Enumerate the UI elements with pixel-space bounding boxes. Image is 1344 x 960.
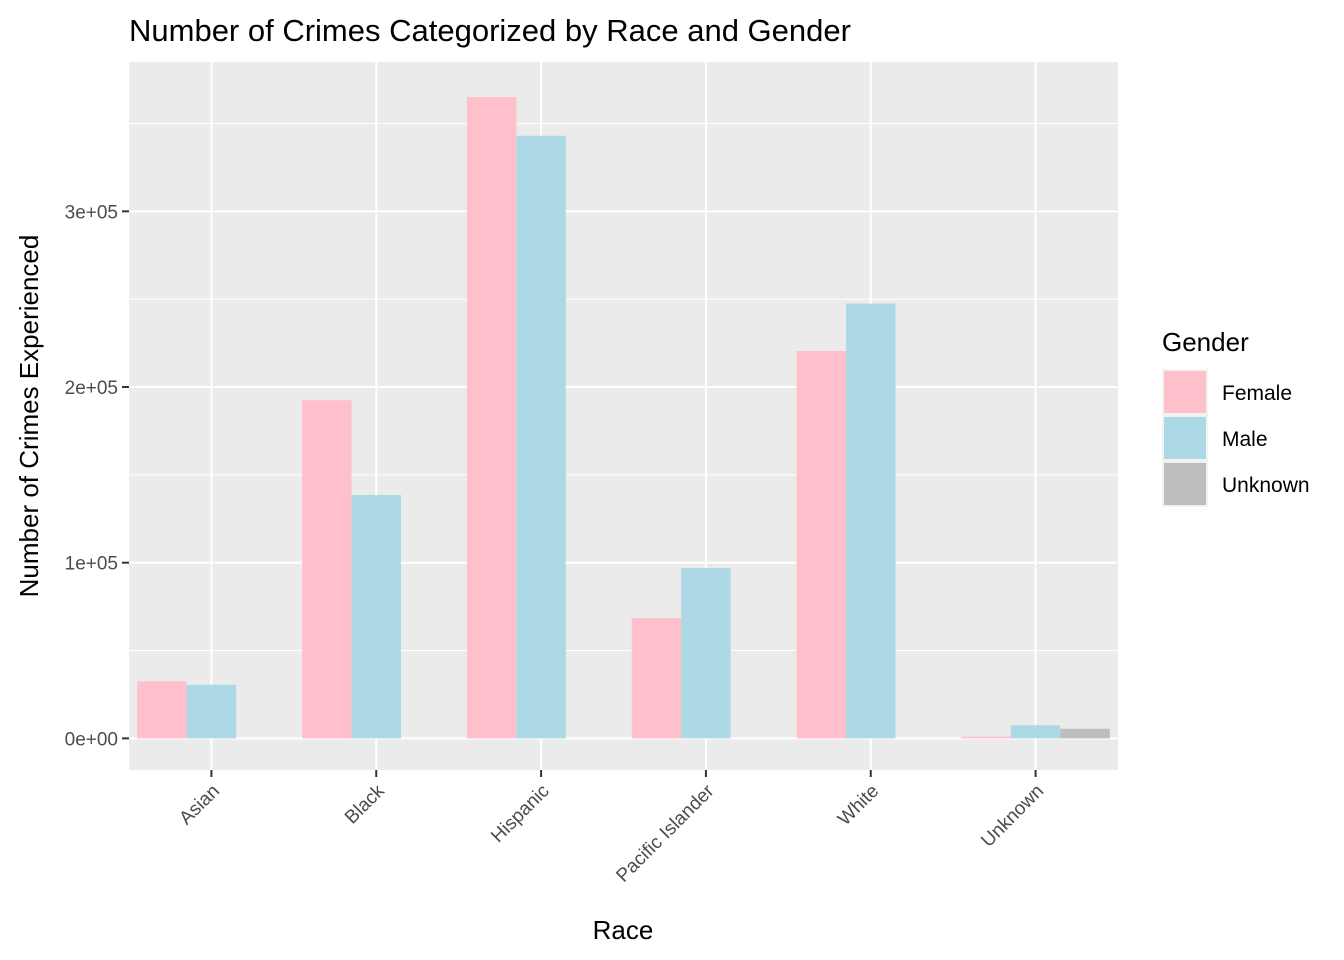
legend-items: Female Male Unknown — [1162, 369, 1310, 507]
legend-label-male: Male — [1222, 428, 1268, 451]
chart-title: Number of Crimes Categorized by Race and… — [129, 13, 851, 48]
bar-female-white — [796, 350, 847, 739]
bar-male-hispanic — [516, 135, 566, 739]
legend-title: Gender — [1162, 327, 1249, 357]
x-axis-title: Race — [593, 915, 654, 945]
bar-male-asian — [186, 684, 237, 739]
y-tick-label: 3e+05 — [65, 202, 118, 223]
legend-label-female: Female — [1222, 382, 1292, 405]
bars — [137, 97, 1110, 739]
bar-male-black — [351, 495, 401, 739]
x-tick-label: White — [834, 781, 883, 830]
x-axis: Asian Black Hispanic Pacific Islander White U… — [175, 770, 1048, 887]
bar-unknown-unknown — [1060, 728, 1110, 739]
x-tick-label: Asian — [175, 781, 223, 829]
legend: Gender Female Male Unknown — [1162, 327, 1310, 507]
y-axis-title: Number of Crimes Experienced — [14, 235, 44, 598]
y-tick-label: 0e+00 — [65, 729, 118, 750]
bar-male-pacific-islander — [681, 567, 731, 739]
legend-swatch-male — [1164, 417, 1206, 459]
y-tick-label: 2e+05 — [65, 378, 118, 399]
bar-female-pacific-islander — [631, 618, 682, 739]
x-tick-label: Pacific Islander — [612, 780, 718, 886]
x-tick-label: Unknown — [977, 781, 1048, 852]
bar-female-black — [302, 400, 352, 739]
bar-male-unknown — [1010, 725, 1061, 739]
legend-label-unknown: Unknown — [1222, 474, 1310, 497]
plot-panel — [129, 62, 1118, 770]
y-tick-label: 1e+05 — [65, 554, 118, 575]
legend-swatch-female — [1164, 371, 1206, 413]
bar-female-asian — [137, 681, 187, 739]
legend-swatch-unknown — [1164, 463, 1206, 505]
bar-female-hispanic — [466, 97, 517, 739]
y-axis: 0e+00 1e+05 2e+05 3e+05 — [65, 202, 129, 750]
x-tick-label: Hispanic — [487, 781, 553, 847]
bar-male-white — [846, 303, 896, 739]
x-tick-label: Black — [341, 780, 389, 828]
bar-female-unknown — [961, 736, 1011, 739]
